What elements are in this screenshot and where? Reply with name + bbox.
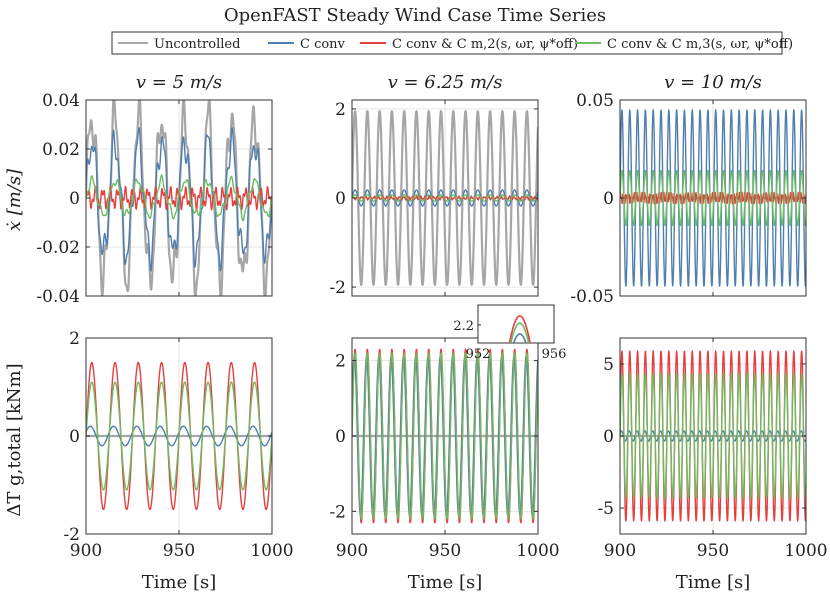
y-axis-label-top: ẋ [m/s]: [4, 168, 25, 231]
y-tick-label: -5: [597, 499, 614, 519]
inset-series-line: [508, 315, 531, 343]
series-group: [620, 350, 806, 522]
legend-box: [111, 31, 783, 55]
x-tick-label: 900: [604, 541, 636, 561]
legend-entry: C conv & C m,3(s, ωr, ψ*off): [575, 37, 793, 52]
series-line: [352, 195, 538, 201]
subplot: -2 0 2 v = 6.25 m/s: [329, 72, 539, 298]
y-tick-label: 0.02: [42, 140, 80, 160]
series-line: [352, 194, 538, 202]
series-group: [620, 109, 806, 287]
inset-x-tick-label: 956: [542, 347, 567, 362]
y-tick-label: -2: [63, 525, 80, 545]
figure-title: OpenFAST Steady Wind Case Time Series: [224, 5, 606, 26]
y-tick-label: 2: [69, 329, 80, 349]
y-tick-label: 5: [603, 355, 614, 375]
y-tick-label: -2: [329, 278, 346, 298]
inset-y-tick-label: 2.2: [453, 319, 474, 334]
y-tick-label: -0.05: [570, 287, 614, 307]
series-line: [86, 381, 272, 491]
y-tick-label: -0.02: [36, 238, 80, 258]
legend-label: C conv: [300, 37, 346, 52]
series-line: [86, 174, 272, 222]
x-tick-label: 1000: [250, 541, 293, 561]
inset-series-line: [510, 322, 530, 343]
x-axis-label-col2: Time [s]: [408, 572, 483, 593]
x-axis-label-col1: Time [s]: [142, 572, 217, 593]
legend-entry: C conv: [268, 37, 346, 52]
subplot: -0.04 -0.02 0 0.02 0.04 v = 5 m/s: [36, 72, 273, 307]
legend-label: Uncontrolled: [154, 37, 240, 52]
y-tick-label: 0.05: [576, 91, 614, 111]
series-group: [86, 361, 272, 511]
y-tick-label: 2: [335, 100, 346, 120]
legend-entry: Uncontrolled: [118, 37, 240, 52]
x-tick-label: 1000: [784, 541, 827, 561]
legend: Uncontrolled C conv C conv & C m,2(s, ωr, …: [111, 31, 793, 55]
y-tick-label: 0.04: [42, 91, 80, 111]
x-tick-label: 900: [336, 541, 368, 561]
x-tick-label: 1000: [516, 541, 559, 561]
inset-series-line: [512, 333, 527, 343]
series-line: [352, 352, 538, 520]
y-tick-label: 0: [69, 189, 80, 209]
legend-entry: C conv & C m,2(s, ωr, ψ*off): [360, 37, 578, 52]
subplot-title: v = 6.25 m/s: [388, 72, 503, 93]
series-line: [620, 373, 806, 499]
y-tick-label: 2: [335, 352, 346, 372]
x-tick-label: 950: [697, 541, 729, 561]
x-tick-label: 950: [429, 541, 461, 561]
y-tick-label: 0: [69, 427, 80, 447]
subplot: 900 950 1000 -2 0 2: [329, 337, 560, 561]
series-line: [620, 169, 806, 227]
subplot: -0.05 0 0.05 v = 10 m/s: [570, 72, 807, 307]
zoom-inset: 2.2 952 956: [453, 304, 567, 362]
y-tick-label: 0: [335, 189, 346, 209]
y-tick-label: 0: [603, 189, 614, 209]
subplot-title: v = 10 m/s: [664, 72, 762, 93]
series-group: [352, 348, 538, 524]
subplot-title: v = 5 m/s: [136, 72, 222, 93]
subplot: 900 950 1000 -5 0 5: [597, 337, 828, 561]
x-axis-label-col3: Time [s]: [676, 572, 751, 593]
series-line: [352, 110, 538, 286]
y-tick-label: 0: [603, 427, 614, 447]
legend-label: C conv & C m,2(s, ωr, ψ*off): [392, 37, 578, 52]
x-tick-label: 900: [70, 541, 102, 561]
y-tick-label: -2: [329, 502, 346, 522]
legend-label: C conv & C m,3(s, ωr, ψ*off): [607, 37, 793, 52]
inset-x-tick-label: 952: [466, 347, 491, 362]
y-axis-label-bottom: ΔT g,total [kNm]: [4, 363, 25, 516]
series-group: [86, 100, 272, 296]
y-tick-label: 0: [335, 427, 346, 447]
series-group: [352, 110, 538, 286]
subplot-grid: -0.04 -0.02 0 0.02 0.04 v = 5 m/s -2 0 2 v = 6.25…: [36, 72, 827, 561]
x-tick-label: 950: [163, 541, 195, 561]
inset-series: [508, 315, 531, 343]
y-tick-label: -0.04: [36, 287, 80, 307]
subplot: 900 950 1000 -2 0 2: [63, 329, 293, 561]
